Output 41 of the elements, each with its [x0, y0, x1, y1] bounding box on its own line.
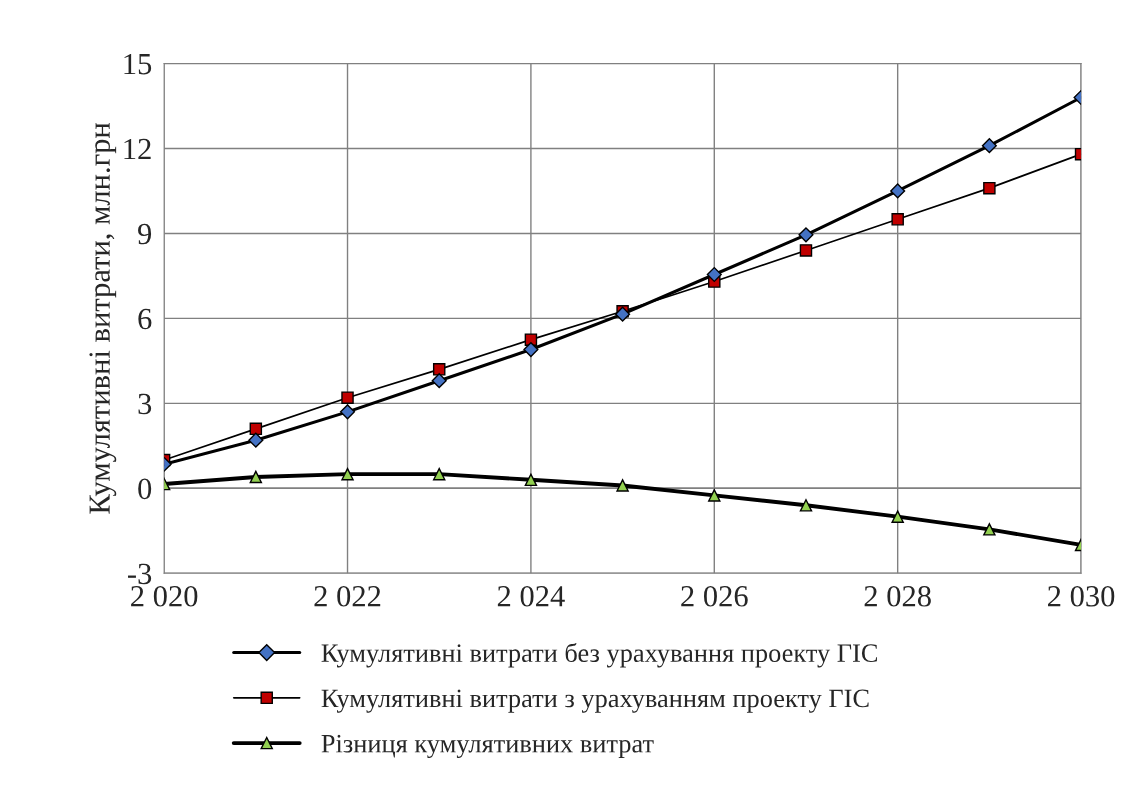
point: [799, 244, 813, 257]
point: [891, 510, 904, 523]
x-tick-label: 2 028: [864, 585, 931, 607]
point: [981, 138, 997, 154]
point: [248, 432, 264, 448]
x-tick-label: 2 020: [131, 585, 198, 607]
point: [432, 363, 446, 376]
point: [799, 499, 813, 512]
point: [708, 489, 721, 502]
point: [249, 470, 263, 484]
point: [524, 473, 538, 487]
point: [341, 391, 354, 404]
point: [706, 266, 722, 283]
y-tick-label: 12: [124, 138, 151, 160]
y-axis-title: Кумулятивні витрати, млн.грн: [89, 122, 117, 514]
x-tick-label: 2 026: [681, 585, 748, 607]
y-tick-label: 9: [138, 223, 152, 245]
point: [616, 479, 629, 492]
legend-label: Кумулятивні витрати з урахуванням проекту ГІС: [321, 689, 869, 713]
y-tick-label: -3: [128, 563, 152, 585]
point: [432, 467, 446, 481]
point: [339, 404, 356, 420]
point: [341, 467, 354, 481]
point: [983, 523, 996, 536]
y-tick-label: 0: [138, 478, 152, 500]
y-tick-label: 15: [124, 53, 152, 75]
point: [249, 422, 263, 436]
y-tick-label: 6: [138, 308, 152, 330]
x-tick-label: 2 022: [314, 585, 381, 607]
legend-label: Кумулятивні витрати без урахування проекту ГІС: [321, 642, 877, 668]
point: [523, 341, 539, 358]
point: [891, 213, 904, 226]
y-tick-label: 3: [138, 393, 152, 415]
legend-label: Різниця кумулятивних витрат: [321, 734, 654, 759]
x-tick-label: 2 024: [497, 585, 565, 607]
point: [798, 227, 814, 243]
x-tick-label: 2 030: [1048, 585, 1115, 607]
point: [983, 181, 996, 195]
point: [615, 306, 631, 322]
point: [431, 373, 447, 389]
point: [890, 183, 906, 199]
